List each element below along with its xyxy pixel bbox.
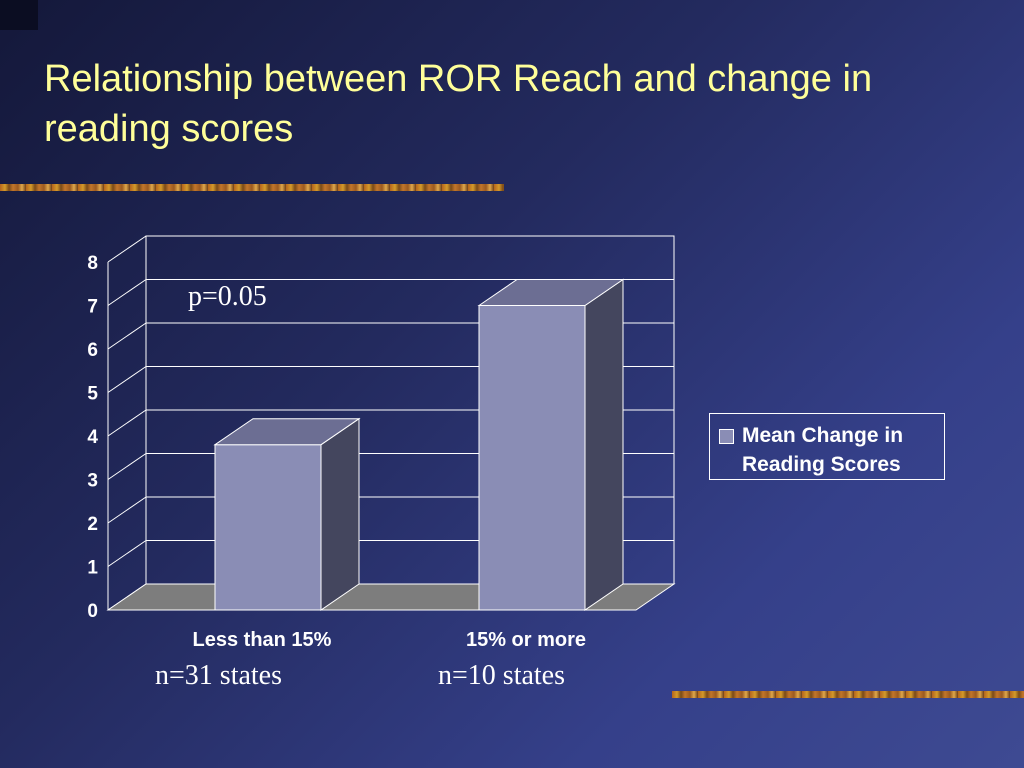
legend-swatch (719, 429, 734, 444)
y-tick-label-1: 1 (87, 558, 98, 579)
y-tick-label-2: 2 (87, 514, 98, 535)
y-tick-label-3: 3 (87, 471, 98, 492)
gridline-side-6 (107, 322, 147, 350)
y-tick-label-6: 6 (87, 340, 98, 361)
gridline-side-5 (107, 366, 147, 393)
slide-title: Relationship between ROR Reach and chang… (44, 58, 873, 150)
y-tick-label-7: 7 (87, 297, 98, 318)
gridline-side-7 (107, 279, 147, 306)
gridline-side-8 (107, 235, 147, 263)
gridline-side-4 (107, 409, 147, 437)
p-value-annotation: p=0.05 (188, 281, 267, 312)
y-tick-label-4: 4 (87, 427, 98, 448)
bar-1-front (478, 305, 586, 611)
gridline-side-1 (107, 540, 147, 567)
gridline-side-2 (107, 496, 147, 524)
legend-label: Mean Change in Reading Scores (742, 424, 904, 476)
bar-0-front (214, 444, 322, 611)
decorative-bar-bottom (672, 691, 1024, 698)
corner-accent (0, 0, 38, 30)
group-count-label-1: n=31 states (155, 660, 282, 691)
y-tick-label-0: 0 (87, 601, 98, 622)
group-count-label-2: n=10 states (438, 660, 565, 691)
x-tick-label-1: 15% or more (466, 629, 586, 651)
decorative-bar-top (0, 184, 504, 191)
y-tick-label-5: 5 (87, 384, 98, 405)
x-tick-label-0: Less than 15% (193, 629, 332, 651)
bar-1-side (584, 278, 624, 611)
gridline-side-3 (107, 453, 147, 480)
bar-0-side (320, 417, 360, 611)
y-tick-label-8: 8 (87, 253, 98, 274)
bar-1-top (477, 279, 625, 306)
bar-0-top (213, 418, 361, 446)
chart-legend: Mean Change in Reading Scores (709, 413, 945, 480)
